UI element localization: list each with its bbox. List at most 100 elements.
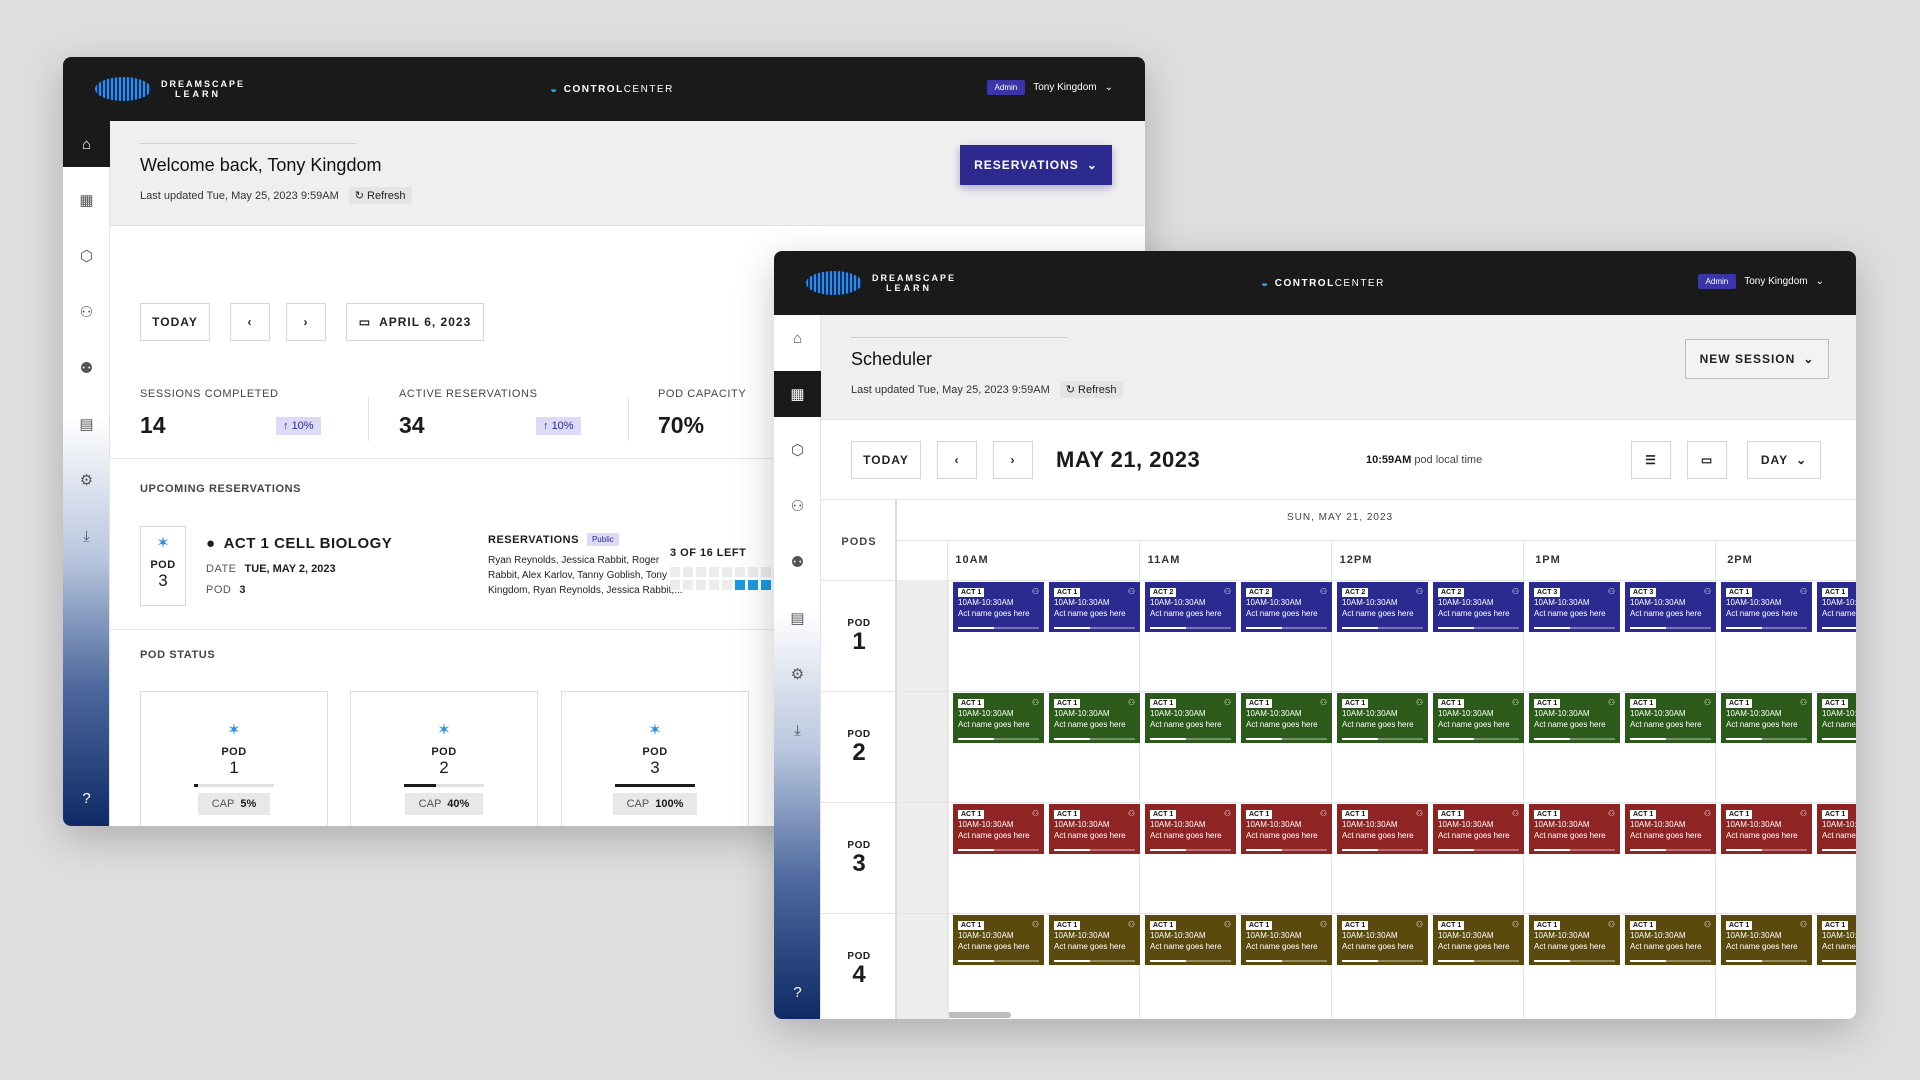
- calendar-icon[interactable]: ▦: [79, 192, 94, 209]
- session-progress-fill: [958, 849, 995, 851]
- download-icon[interactable]: ⤓: [794, 721, 801, 739]
- reservations-button[interactable]: RESERVATIONS ⌄: [960, 145, 1112, 185]
- home-icon[interactable]: ⌂: [792, 329, 803, 347]
- pod-icon[interactable]: ⬡: [79, 248, 94, 265]
- gear-icon[interactable]: ⚙: [79, 472, 94, 489]
- horizontal-scrollbar[interactable]: [947, 1012, 1011, 1018]
- refresh-button[interactable]: ↻ Refresh: [1059, 381, 1123, 398]
- date-picker[interactable]: ▭ APRIL 6, 2023: [346, 303, 484, 341]
- calendar-icon[interactable]: ▭: [1687, 441, 1727, 479]
- home-icon[interactable]: ⌂: [63, 121, 110, 167]
- prev-button[interactable]: ‹: [230, 303, 270, 341]
- download-icon[interactable]: ⤓: [83, 527, 90, 545]
- session-progress-fill: [1150, 849, 1187, 851]
- session-time: 10AM-10:30AM: [1054, 931, 1110, 940]
- group-icon[interactable]: ⚉: [790, 554, 805, 571]
- user-icon: ⚇: [1415, 920, 1423, 929]
- brand-logo[interactable]: DREAMSCAPE LEARN: [806, 271, 956, 295]
- prev-button[interactable]: ‹: [937, 441, 977, 479]
- pod-status-card-2[interactable]: ✶ POD 2 CAP 40%: [350, 691, 538, 826]
- session-block[interactable]: ACT 2 ⚇ 10AM-10:30AM Act name goes here: [1337, 582, 1428, 632]
- session-block[interactable]: ACT 2 ⚇ 10AM-10:30AM Act name goes here: [1433, 582, 1524, 632]
- user-menu[interactable]: Admin Tony Kingdom ⌄: [1697, 274, 1824, 289]
- user-icon[interactable]: ⚇: [790, 498, 805, 515]
- calendar-icon[interactable]: ▦: [774, 371, 821, 417]
- user-menu[interactable]: Admin Tony Kingdom ⌄: [986, 80, 1113, 95]
- filter-icon[interactable]: ☰: [1631, 441, 1671, 479]
- session-block[interactable]: ACT 3 ⚇ 10AM-10:30AM Act name goes here: [1529, 582, 1620, 632]
- next-button[interactable]: ›: [286, 303, 326, 341]
- upcoming-act-title[interactable]: ● ACT 1 CELL BIOLOGY: [206, 535, 393, 552]
- user-icon: ⚇: [1607, 587, 1615, 596]
- map-icon[interactable]: ▤: [790, 610, 805, 627]
- session-block[interactable]: ACT 2 ⚇ 10AM-10:30AM Act name goes here: [1145, 582, 1236, 632]
- session-time: 10AM-10:30AM: [1438, 709, 1494, 718]
- stat-value-reservations: 34: [399, 412, 425, 438]
- map-icon[interactable]: ▤: [79, 416, 94, 433]
- row-gridline: [821, 691, 1856, 692]
- control-rest: CENTER: [623, 83, 674, 95]
- today-button[interactable]: TODAY: [140, 303, 210, 341]
- user-icon[interactable]: ⚇: [79, 304, 94, 321]
- today-button[interactable]: TODAY: [851, 441, 921, 479]
- view-select[interactable]: DAY ⌄: [1747, 441, 1821, 479]
- session-name: Act name goes here: [1534, 720, 1606, 729]
- chevron-down-icon: ⌄: [1104, 82, 1113, 93]
- new-session-button[interactable]: NEW SESSION ⌄: [1685, 339, 1829, 379]
- session-block[interactable]: ACT 2 ⚇ 10AM-10:30AM Act name goes here: [1241, 582, 1332, 632]
- pod-status-card-1[interactable]: ✶ POD 1 CAP 5%: [140, 691, 328, 826]
- session-progress: [958, 960, 1039, 962]
- next-button[interactable]: ›: [993, 441, 1033, 479]
- session-name: Act name goes here: [1630, 609, 1702, 618]
- pod-status-card-3[interactable]: ✶ POD 3 CAP 100%: [561, 691, 749, 826]
- gear-icon[interactable]: ⚙: [790, 666, 805, 683]
- pod-icon[interactable]: ⬡: [790, 442, 805, 459]
- session-block[interactable]: ACT 3 ⚇ 10AM-10:30AM Act name goes here: [1625, 582, 1716, 632]
- session-progress: [1342, 738, 1423, 740]
- act-tag: ACT 1: [1630, 921, 1657, 930]
- brand-logo[interactable]: DREAMSCAPE LEARN: [95, 77, 245, 101]
- group-icon[interactable]: ⚉: [79, 360, 94, 377]
- help-icon[interactable]: ?: [82, 789, 91, 807]
- help-icon[interactable]: ?: [793, 983, 802, 1001]
- session-progress-fill: [1534, 960, 1571, 962]
- top-bar: DREAMSCAPE LEARN ◒ CONTROLCENTER Admin T…: [774, 251, 1856, 315]
- session-progress-fill: [1342, 738, 1379, 740]
- refresh-button[interactable]: ↻ Refresh: [348, 187, 412, 204]
- session-progress-fill: [1822, 849, 1856, 851]
